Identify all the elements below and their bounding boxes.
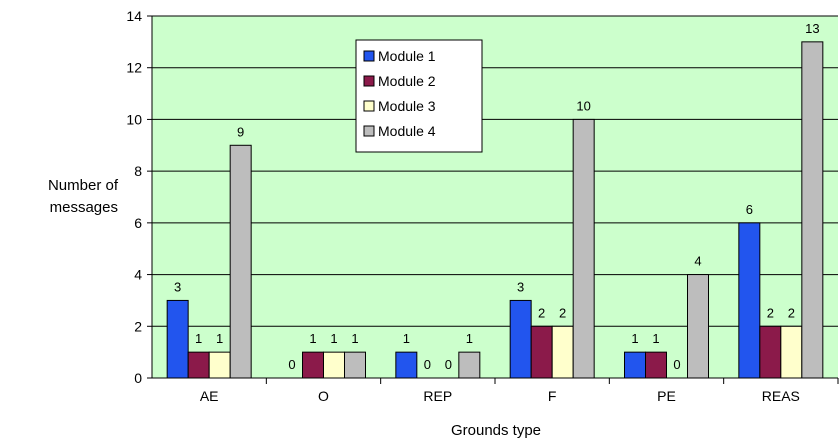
x-category-label: O [318, 388, 329, 404]
y-tick-label: 2 [134, 318, 142, 334]
bar-module-4-reas [801, 41, 824, 379]
x-category-label: AE [200, 388, 219, 404]
y-tick-label: 10 [126, 111, 142, 127]
data-label: 10 [576, 98, 590, 113]
y-axis-title-line-2: messages [50, 199, 118, 216]
y-axis-title-line-1: Number of [48, 177, 119, 194]
bar-module-4-f [572, 118, 595, 379]
data-label: 1 [466, 331, 473, 346]
x-category-label: PE [657, 388, 676, 404]
legend: Module 1 Module 2 Module 3 Module 4 [355, 39, 483, 153]
data-label: 2 [788, 305, 795, 320]
bar-module-2-o [302, 351, 324, 379]
bar-module-1-rep [395, 351, 418, 379]
data-label: 1 [330, 331, 337, 346]
legend-box [355, 39, 483, 153]
bar-module-3-o [323, 351, 345, 379]
legend-swatch [363, 125, 375, 137]
data-label: 0 [288, 357, 295, 372]
data-label: 6 [746, 202, 753, 217]
x-axis-title: Grounds type [451, 422, 541, 439]
plot-area [152, 16, 838, 378]
data-label: 1 [652, 331, 659, 346]
data-label: 3 [517, 279, 524, 294]
data-label: 0 [673, 357, 680, 372]
y-tick-label: 0 [134, 370, 142, 386]
data-label: 0 [424, 357, 431, 372]
legend-label: Module 2 [378, 73, 436, 89]
y-tick-label: 6 [134, 215, 142, 231]
data-label: 1 [216, 331, 223, 346]
bar-module-3-reas [780, 325, 803, 379]
data-label: 1 [351, 331, 358, 346]
legend-swatch [363, 50, 375, 62]
legend-label: Module 3 [378, 98, 436, 114]
y-tick-label: 8 [134, 163, 142, 179]
data-label: 2 [767, 305, 774, 320]
data-label: 1 [403, 331, 410, 346]
bar-module-4-rep [458, 351, 481, 379]
bar-module-2-pe [645, 351, 667, 379]
bar-module-4-o [344, 351, 366, 379]
y-tick-label: 4 [134, 267, 142, 283]
bar-module-4-ae [229, 144, 252, 379]
x-category-label: F [548, 388, 557, 404]
data-label: 2 [538, 305, 545, 320]
data-label: 4 [694, 254, 701, 269]
y-tick-label: 12 [126, 60, 142, 76]
y-tick-label: 14 [126, 8, 142, 24]
bar-module-3-f [551, 325, 574, 379]
data-label: 1 [309, 331, 316, 346]
legend-label: Module 1 [378, 48, 436, 64]
bar-module-2-f [530, 325, 553, 379]
legend-swatch [363, 100, 375, 112]
legend-label: Module 4 [378, 123, 436, 139]
bar-module-1-ae [166, 299, 189, 379]
data-label: 9 [237, 124, 244, 139]
bar-module-1-reas [738, 222, 761, 379]
bar-module-3-ae [208, 351, 231, 379]
data-label: 3 [174, 279, 181, 294]
data-label: 13 [805, 21, 819, 36]
data-label: 2 [559, 305, 566, 320]
bar-module-1-f [509, 299, 532, 379]
bar-module-2-ae [187, 351, 210, 379]
x-category-label: REP [423, 388, 452, 404]
bar-module-1-pe [624, 351, 646, 379]
bar-module-4-pe [687, 274, 709, 379]
data-label: 0 [445, 357, 452, 372]
legend-swatch [363, 75, 375, 87]
bar-module-2-reas [759, 325, 782, 379]
x-category-label: REAS [762, 388, 800, 404]
data-label: 1 [631, 331, 638, 346]
data-label: 1 [195, 331, 202, 346]
